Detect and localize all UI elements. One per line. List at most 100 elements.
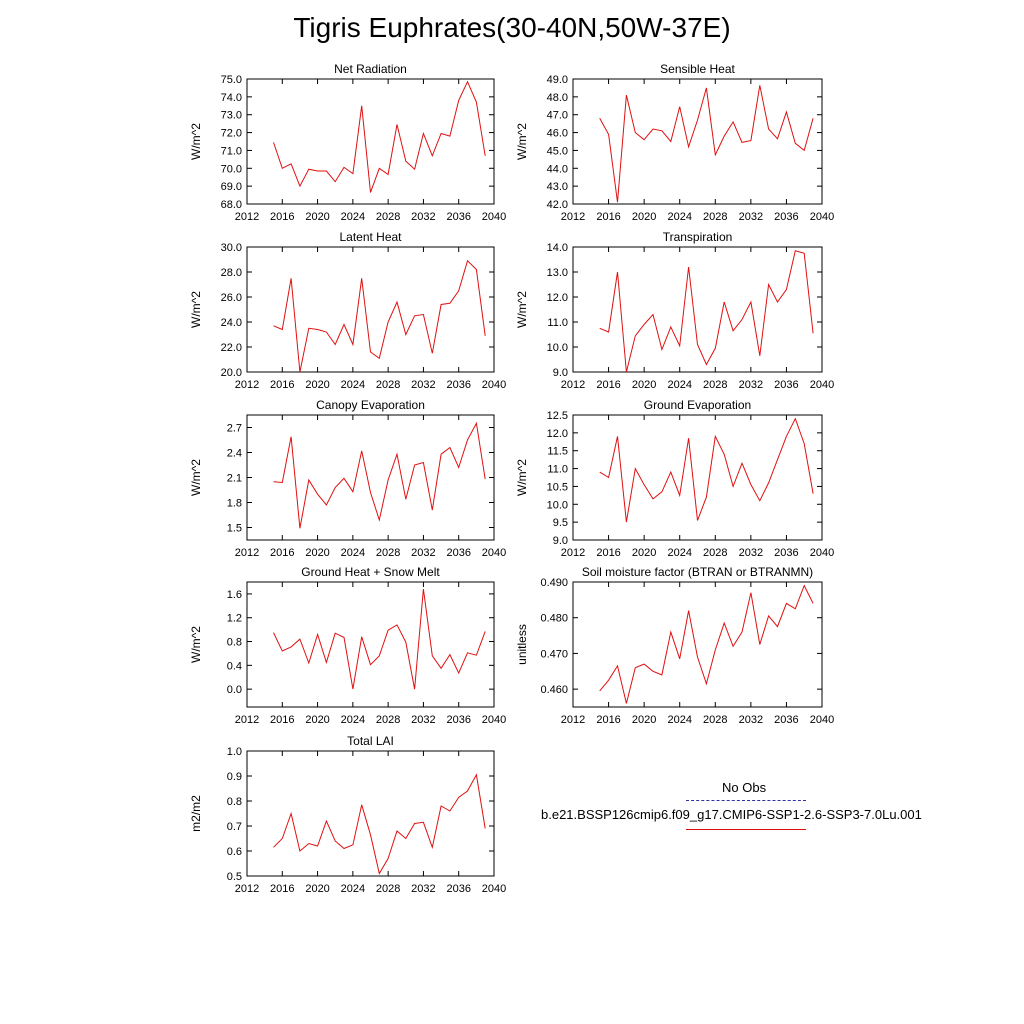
x-tick-label: 2028 [376, 547, 400, 559]
panel-title: Net Radiation [334, 62, 407, 76]
x-tick-label: 2012 [561, 379, 585, 391]
series-line [599, 250, 814, 373]
y-tick-label: 42.0 [547, 199, 568, 211]
x-tick-label: 2012 [235, 714, 259, 726]
x-tick-label: 2024 [341, 379, 365, 391]
y-tick-label: 0.470 [540, 648, 568, 660]
y-tick-label: 0.6 [227, 846, 242, 858]
plot-frame [246, 750, 495, 877]
legend-model-label: b.e21.BSSP126cmip6.f09_g17.CMIP6-SSP1-2.… [541, 807, 922, 822]
y-tick-label: 43.0 [547, 181, 568, 193]
x-tick-label: 2012 [235, 379, 259, 391]
chart-panel-8: Total LAI m2/m2 2012 2016 2020 2024 2028 2032 20… [189, 734, 506, 895]
x-tick-label: 2028 [376, 714, 400, 726]
y-tick-label: 46.0 [547, 128, 568, 140]
y-tick-label: 26.0 [221, 292, 242, 304]
plot-frame [572, 78, 823, 205]
series-line [273, 421, 486, 529]
x-tick-label: 2036 [774, 547, 798, 559]
y-tick-label: 72.0 [221, 128, 242, 140]
x-tick-label: 2028 [703, 547, 727, 559]
x-tick-label: 2040 [810, 547, 834, 559]
y-tick-label: 0.9 [227, 771, 242, 783]
x-tick-label: 2020 [305, 547, 329, 559]
panel-title: Latent Heat [339, 230, 402, 244]
y-tick-label: 11.0 [547, 317, 568, 329]
x-tick-label: 2032 [411, 883, 435, 895]
y-tick-label: 73.0 [221, 110, 242, 122]
y-tick-label: 1.0 [227, 746, 242, 758]
plot-frame [246, 246, 495, 373]
legend-model-swatch [686, 829, 806, 830]
x-tick-label: 2024 [667, 211, 691, 223]
y-tick-label: 0.5 [227, 871, 242, 883]
y-tick-label: 13.0 [547, 267, 568, 279]
x-tick-label: 2024 [341, 211, 365, 223]
panel-title: Soil moisture factor (BTRAN or BTRANMN) [582, 565, 813, 579]
x-tick-label: 2012 [561, 211, 585, 223]
x-tick-label: 2040 [482, 547, 506, 559]
legend-obs-swatch [686, 800, 806, 801]
x-tick-label: 2028 [703, 714, 727, 726]
x-tick-label: 2020 [632, 714, 656, 726]
plot-frame [246, 78, 495, 205]
panel-title: Ground Evaporation [644, 398, 751, 412]
x-tick-label: 2020 [632, 211, 656, 223]
x-tick-label: 2036 [774, 714, 798, 726]
y-tick-label: 28.0 [221, 267, 242, 279]
y-tick-label: 69.0 [221, 181, 242, 193]
y-tick-label: 45.0 [547, 145, 568, 157]
y-tick-label: 0.480 [540, 613, 568, 625]
panel-title: Canopy Evaporation [316, 398, 425, 412]
x-tick-label: 2020 [305, 211, 329, 223]
plot-frame [572, 246, 823, 373]
y-tick-label: 1.8 [227, 498, 242, 510]
y-tick-label: 10.5 [547, 481, 568, 493]
panel-title: Total LAI [347, 734, 394, 748]
y-tick-label: 9.0 [553, 535, 568, 547]
y-tick-label: 2.1 [227, 473, 242, 485]
panel-title: Ground Heat + Snow Melt [301, 565, 440, 579]
x-tick-label: 2032 [411, 714, 435, 726]
y-tick-label: 0.7 [227, 821, 242, 833]
x-tick-label: 2028 [703, 379, 727, 391]
y-tick-label: 12.0 [547, 428, 568, 440]
plot-frame [246, 581, 495, 708]
x-tick-label: 2024 [667, 379, 691, 391]
x-tick-label: 2024 [341, 883, 365, 895]
panel-title: Transpiration [663, 230, 733, 244]
x-tick-label: 2032 [411, 379, 435, 391]
x-tick-label: 2036 [446, 883, 470, 895]
y-axis-label: W/m^2 [189, 123, 203, 160]
plot-frame [572, 581, 823, 708]
x-tick-label: 2040 [810, 379, 834, 391]
plot-frame [246, 414, 495, 541]
x-tick-label: 2012 [561, 714, 585, 726]
x-tick-label: 2020 [305, 379, 329, 391]
x-tick-label: 2036 [446, 211, 470, 223]
y-tick-label: 0.490 [540, 577, 568, 589]
x-tick-label: 2040 [810, 211, 834, 223]
x-tick-label: 2040 [482, 379, 506, 391]
x-tick-label: 2028 [376, 883, 400, 895]
x-tick-label: 2016 [596, 379, 620, 391]
y-tick-label: 12.5 [547, 410, 568, 422]
y-tick-label: 2.7 [227, 423, 242, 435]
x-tick-label: 2016 [270, 379, 294, 391]
y-tick-label: 48.0 [547, 92, 568, 104]
x-tick-label: 2024 [667, 714, 691, 726]
series-line [599, 85, 814, 203]
y-tick-label: 11.0 [547, 464, 568, 476]
x-tick-label: 2032 [739, 547, 763, 559]
y-tick-label: 0.8 [227, 796, 242, 808]
x-tick-label: 2040 [482, 714, 506, 726]
x-tick-label: 2032 [739, 379, 763, 391]
y-tick-label: 1.6 [227, 589, 242, 601]
y-tick-label: 11.5 [547, 446, 568, 458]
x-tick-label: 2028 [376, 211, 400, 223]
y-tick-label: 12.0 [547, 292, 568, 304]
series-line [599, 584, 814, 704]
y-tick-label: 74.0 [221, 92, 242, 104]
series-line [599, 417, 814, 523]
